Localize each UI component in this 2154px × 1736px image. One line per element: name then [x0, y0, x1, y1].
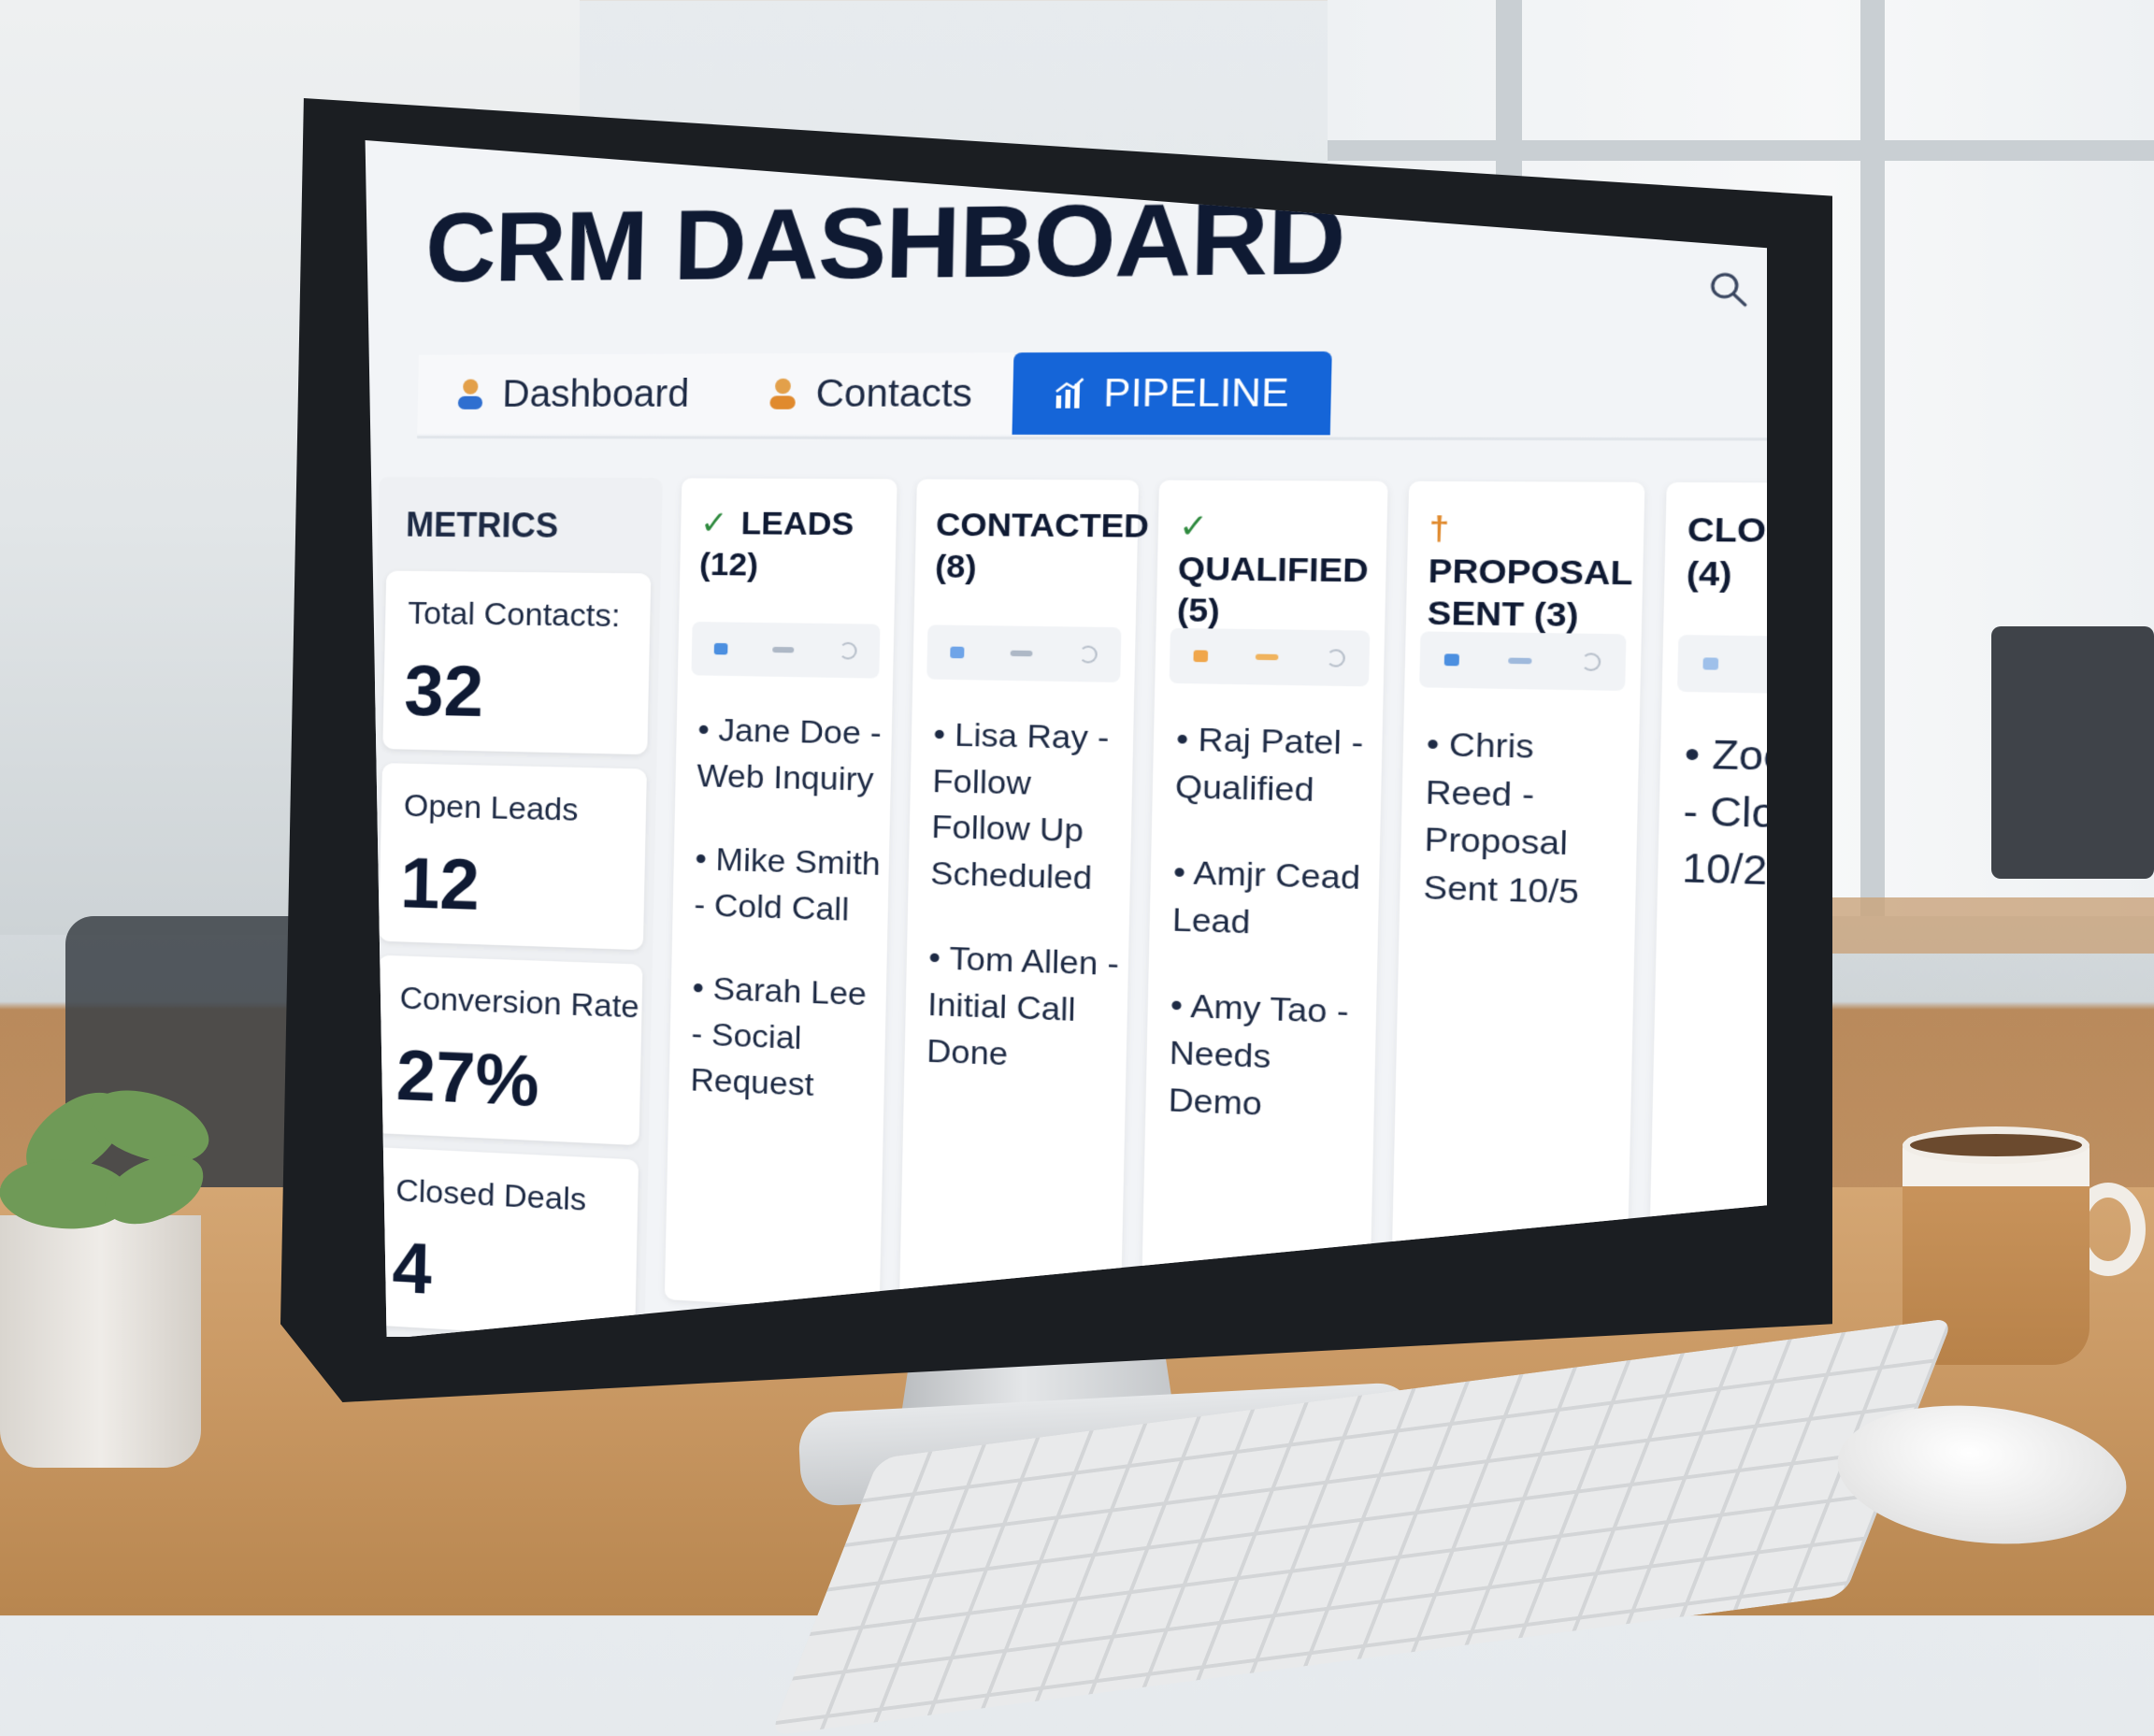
drag-handle-icon[interactable]: [772, 647, 794, 653]
refresh-icon[interactable]: [1079, 645, 1098, 663]
column-entries: Jane Doe - Web Inquiry Mike Smith - Cold…: [689, 708, 884, 1150]
metric-card-closed-deals[interactable]: Closed Deals 4: [371, 1147, 639, 1337]
card-color-icon: [714, 643, 728, 655]
column-title: ✓ LEADS (12): [699, 503, 887, 586]
drag-handle-icon[interactable]: [1508, 658, 1531, 665]
main-tabs: Dashboard Contacts PIPELINE: [417, 352, 1331, 435]
column-title: CLOSED/WON (4): [1686, 509, 1767, 597]
metric-label: Open Leads: [404, 788, 579, 829]
pipeline-column-contacted[interactable]: CONTACTED (8) Lisa Ray - Follow Follow U…: [899, 480, 1139, 1326]
tab-label: PIPELINE: [1103, 371, 1289, 416]
metrics-title: METRICS: [406, 505, 559, 546]
pipeline-card[interactable]: Chris Reed - Proposal Sent 10/5: [1423, 722, 1630, 918]
check-icon: ✓: [1178, 506, 1208, 548]
pipeline-card[interactable]: Sarah Lee - Social Request: [690, 967, 879, 1112]
pin-icon: †: [1429, 508, 1449, 551]
header-actions: [1705, 267, 1767, 309]
user-icon: [767, 377, 798, 411]
column-toolbar[interactable]: [1170, 628, 1371, 687]
window-mullion: [1860, 0, 1885, 916]
column-entries: Chris Reed - Proposal Sent 10/5: [1422, 722, 1630, 959]
pipeline-card[interactable]: Lisa Ray - Follow Follow Up Scheduled: [930, 712, 1126, 903]
metric-value: 4: [392, 1227, 433, 1311]
metrics-panel: METRICS Total Contacts: 32 Open Leads 12…: [361, 477, 662, 1337]
metric-label: Total Contacts:: [408, 595, 621, 635]
metric-label: Conversion Rate: [399, 981, 639, 1026]
metric-value: 12: [399, 842, 480, 926]
card-color-icon: [1193, 650, 1208, 662]
metric-card-open-leads[interactable]: Open Leads 12: [379, 763, 647, 950]
monitor-screen: CRM DASHBOARD Dashboard: [337, 140, 1767, 1337]
pipeline-card[interactable]: Jane Doe - Web Inquiry: [696, 708, 884, 803]
card-color-icon: [950, 647, 964, 659]
window-mullion: [1328, 140, 2154, 161]
tab-contacts[interactable]: Contacts: [727, 352, 1013, 435]
drag-handle-icon[interactable]: [1256, 654, 1279, 661]
mug-rim: [1903, 1126, 2089, 1164]
column-title-text: QUALIFIED (5): [1177, 550, 1370, 630]
column-title-text: PROPOSAL SENT (3): [1427, 552, 1632, 634]
refresh-icon[interactable]: [839, 642, 856, 660]
pipeline-card[interactable]: Raj Patel - Qualified: [1174, 717, 1373, 816]
chart-icon: [1053, 376, 1086, 411]
background-monitor: [1991, 626, 2154, 879]
tab-label: Dashboard: [502, 372, 690, 415]
column-title: CONTACTED (8): [935, 505, 1128, 590]
pipeline-card[interactable]: Amjr Cead Lead: [1171, 850, 1371, 950]
refresh-icon[interactable]: [1326, 649, 1345, 667]
column-entries: Raj Patel - Qualified Amjr Cead Lead Amy…: [1167, 717, 1374, 1172]
metric-label: Closed Deals: [395, 1172, 587, 1219]
column-entries: Zoe Kim - Closed 10/2: [1680, 726, 1767, 944]
search-icon[interactable]: [1705, 268, 1750, 309]
pipeline-column-qualified[interactable]: ✓ QUALIFIED (5) Raj Patel - Qualified Am…: [1141, 481, 1387, 1337]
pipeline-card[interactable]: Zoe Kim - Closed 10/2: [1681, 726, 1767, 903]
pipeline-column-proposal-sent[interactable]: † PROPOSAL SENT (3) Chris Reed - Proposa…: [1390, 481, 1645, 1337]
column-toolbar[interactable]: [926, 624, 1121, 682]
column-title: ✓ QUALIFIED (5): [1176, 506, 1376, 634]
pipeline-card[interactable]: Amy Tao - Needs Demo: [1168, 983, 1368, 1133]
metric-value: 27%: [395, 1035, 540, 1123]
crm-app: CRM DASHBOARD Dashboard: [337, 140, 1767, 1337]
card-color-icon: [1444, 653, 1459, 666]
tab-dashboard[interactable]: Dashboard: [417, 353, 728, 434]
tab-label: Contacts: [815, 372, 972, 416]
column-title: † PROPOSAL SENT (3): [1427, 508, 1633, 638]
tab-divider: [417, 436, 1767, 440]
metric-card-total-contacts[interactable]: Total Contacts: 32: [382, 571, 651, 755]
card-color-icon: [1702, 657, 1718, 669]
column-title-text: CLOSED/WON (4): [1686, 510, 1767, 593]
column-toolbar[interactable]: [691, 622, 880, 679]
refresh-icon[interactable]: [1581, 653, 1601, 671]
pipeline-card[interactable]: Tom Allen - Initial Call Done: [926, 936, 1121, 1083]
background-desk: [1804, 897, 2154, 954]
column-entries: Lisa Ray - Follow Follow Up Scheduled To…: [926, 712, 1126, 1122]
metric-card-conversion-rate[interactable]: Conversion Rate 27%: [375, 955, 643, 1146]
plant-pot: [0, 1215, 201, 1468]
pipeline-card[interactable]: Mike Smith - Cold Call: [694, 838, 882, 935]
user-icon: [455, 378, 486, 411]
metric-value: 32: [404, 650, 484, 733]
column-title-text: CONTACTED (8): [935, 507, 1150, 585]
column-toolbar[interactable]: [1677, 635, 1767, 696]
check-icon: ✓: [700, 503, 728, 544]
tab-pipeline[interactable]: PIPELINE: [1012, 352, 1331, 435]
drag-handle-icon[interactable]: [1011, 651, 1033, 657]
pipeline-column-leads[interactable]: ✓ LEADS (12) Jane Doe - Web Inquiry Mike…: [665, 478, 898, 1311]
column-toolbar[interactable]: [1419, 631, 1626, 691]
